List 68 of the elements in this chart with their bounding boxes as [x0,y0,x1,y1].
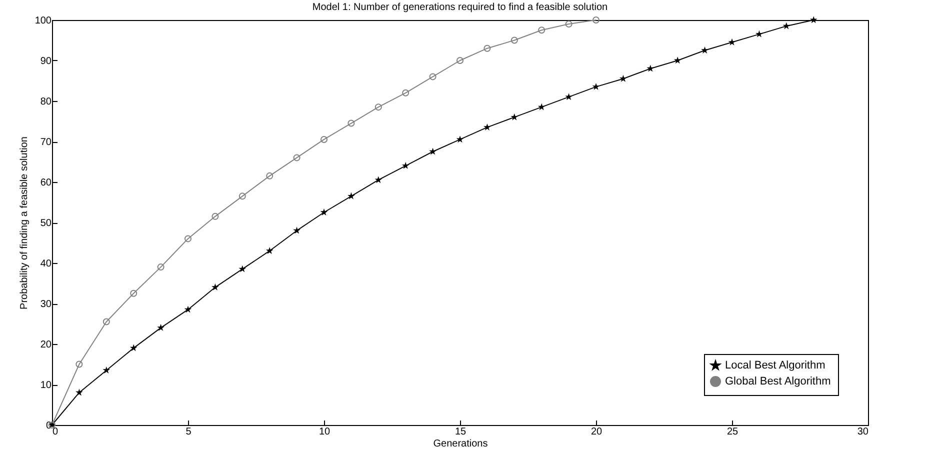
point [728,38,736,46]
point [102,318,110,326]
point [701,46,708,54]
point [348,120,355,127]
point [102,366,110,374]
y-tick-label: 70 [40,137,52,148]
point [674,56,682,64]
point [184,306,192,313]
point [429,73,436,80]
point [782,22,790,30]
point [130,290,138,297]
chart-title: Model 1: Number of generations required to find a feasible solution [312,2,608,13]
point [510,36,518,44]
point [320,136,328,143]
point [266,172,274,180]
x-tick-label: 10 [318,426,330,438]
point [402,89,410,96]
y-tick-label: 30 [40,299,52,310]
y-tick-label: 40 [40,258,52,270]
point [157,324,164,331]
y-tick-label: 10 [40,380,52,391]
point [538,103,546,110]
y-tick-label: 50 [40,218,52,229]
y-tick-label: 60 [40,178,52,188]
point [238,192,246,200]
y-axis-title: Probability of finding a feasible solution [18,136,30,310]
x-tick-label: 15 [454,426,466,438]
point [130,344,138,352]
point [293,154,300,162]
point [402,162,410,169]
point [266,246,274,254]
point [565,93,572,100]
point [484,123,491,130]
point [456,57,464,64]
point [592,82,600,90]
point [212,212,219,220]
point [484,44,491,52]
y-tick-label: 20 [40,340,52,350]
point [538,26,546,34]
point [157,264,164,271]
point [76,360,83,368]
point [238,265,246,272]
point [184,235,192,242]
point [510,113,518,120]
x-axis-title: Generations [433,438,488,450]
point [348,192,355,200]
point [456,136,464,143]
x-tick-label: 5 [186,426,192,438]
point [374,104,382,111]
legend-label: Global Best Algorithm [725,376,831,388]
point [212,283,219,290]
point [756,30,763,38]
y-tick-label: 80 [40,96,52,108]
point [374,176,382,184]
x-tick-label: 20 [590,426,602,438]
x-tick-label: 30 [857,426,869,438]
x-tick-label: 25 [726,426,738,438]
legend-label: Local Best Algorithm [725,360,826,372]
point [620,74,627,82]
point [76,388,83,396]
point [565,20,572,28]
y-tick-label: 90 [40,56,52,67]
y-tick-label: 100 [34,16,52,26]
point [429,148,436,155]
point [810,16,818,24]
point [293,226,300,234]
point [646,64,654,72]
point [320,208,328,216]
